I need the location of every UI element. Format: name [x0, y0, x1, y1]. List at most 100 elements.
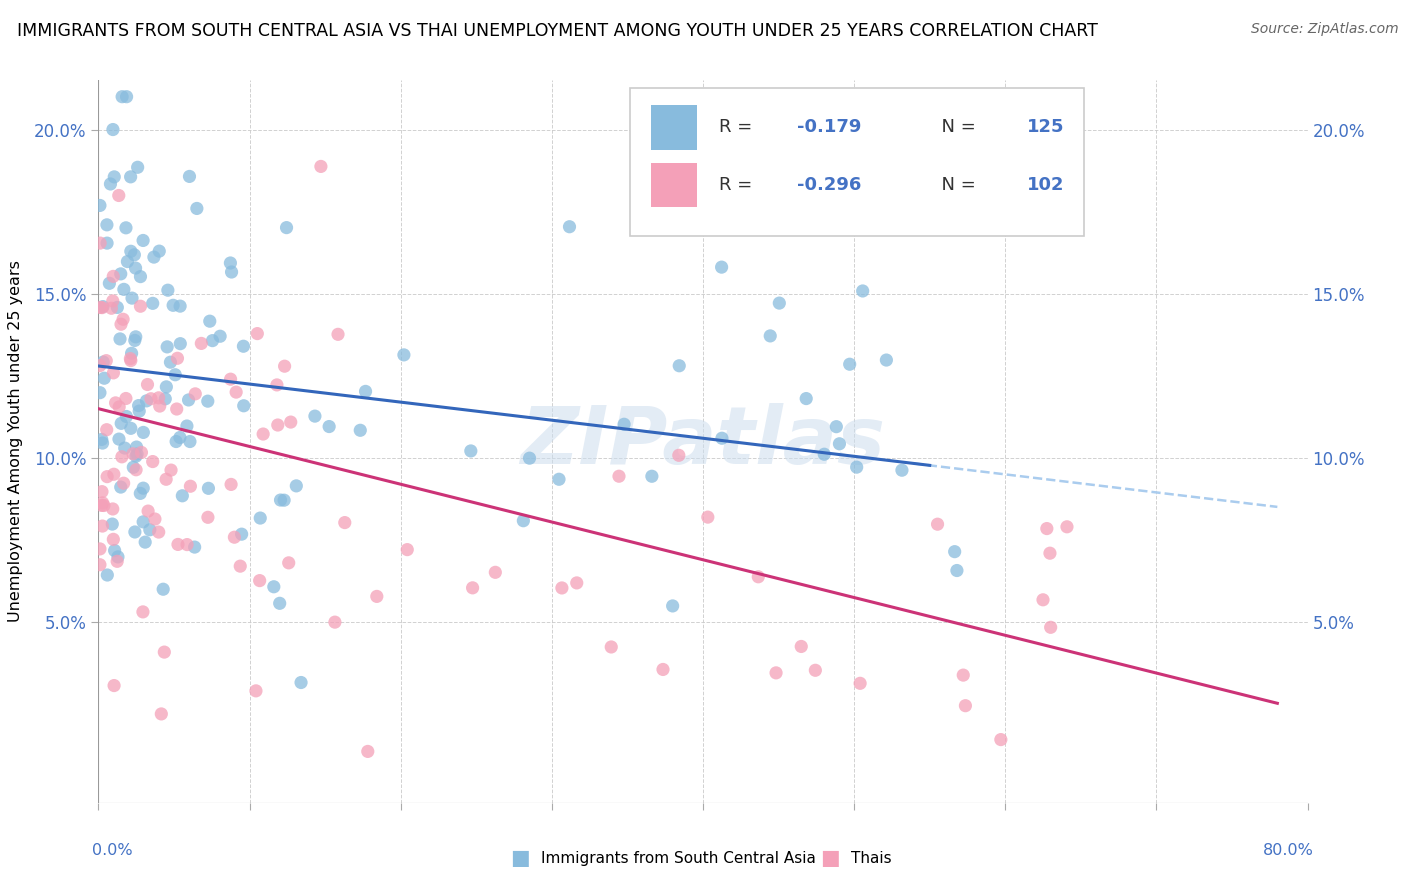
Point [696, 510, 718, 524]
Point [132, 425, 155, 440]
Point [139, 392, 162, 406]
Point [91, 436, 114, 450]
Point [269, 596, 291, 610]
Point [125, 440, 148, 454]
Text: 0.0%: 0.0% [93, 843, 134, 857]
Point [943, 544, 966, 558]
Point [96, 353, 118, 368]
Point [551, 581, 574, 595]
Point [165, 434, 187, 449]
Point [668, 359, 690, 373]
Point [1039, 546, 1062, 560]
Point [323, 615, 346, 629]
Point [176, 419, 198, 434]
Text: R =: R = [718, 119, 758, 136]
Point [249, 574, 271, 588]
Point [135, 393, 157, 408]
Point [600, 640, 623, 654]
Point [652, 663, 675, 677]
Point [129, 269, 152, 284]
Point [89, 385, 111, 400]
Point [304, 409, 326, 424]
Point [366, 590, 388, 604]
FancyBboxPatch shape [630, 87, 1084, 235]
Point [219, 372, 242, 386]
Point [333, 516, 356, 530]
Point [225, 385, 247, 400]
Point [129, 486, 152, 500]
Point [103, 679, 125, 693]
Point [232, 399, 254, 413]
Point [90, 499, 112, 513]
Point [273, 493, 295, 508]
Point [270, 493, 292, 508]
Text: Immigrants from South Central Asia: Immigrants from South Central Asia [541, 851, 817, 865]
Point [1039, 620, 1062, 634]
Point [122, 447, 145, 461]
Point [93, 499, 115, 513]
Point [125, 330, 148, 344]
Point [89, 359, 111, 373]
Point [96, 568, 118, 582]
Point [103, 533, 125, 547]
Point [155, 472, 177, 486]
Point [512, 514, 534, 528]
Point [89, 301, 111, 315]
Point [103, 269, 125, 284]
Point [159, 355, 181, 369]
Point [129, 299, 152, 313]
Point [117, 254, 139, 268]
Point [131, 445, 153, 459]
Point [166, 351, 188, 366]
Point [104, 396, 127, 410]
Point [115, 392, 138, 406]
Point [197, 481, 219, 495]
Point [280, 415, 302, 429]
Point [142, 250, 165, 264]
Text: ■: ■ [510, 848, 530, 868]
Point [112, 476, 135, 491]
Point [91, 355, 114, 369]
Point [112, 282, 135, 296]
Point [263, 580, 285, 594]
Point [219, 477, 242, 491]
Point [139, 523, 162, 537]
Point [125, 447, 148, 461]
Point [124, 524, 146, 539]
Point [172, 489, 194, 503]
Point [169, 430, 191, 444]
Point [661, 599, 683, 613]
Point [100, 301, 122, 316]
Point [219, 256, 242, 270]
Text: IMMIGRANTS FROM SOUTH CENTRAL ASIA VS THAI UNEMPLOYMENT AMONG YOUTH UNDER 25 YEA: IMMIGRANTS FROM SOUTH CENTRAL ASIA VS TH… [17, 22, 1098, 40]
Point [120, 353, 142, 368]
Point [162, 298, 184, 312]
Point [710, 431, 733, 445]
Point [804, 663, 827, 677]
Point [759, 329, 782, 343]
Point [143, 512, 166, 526]
Point [232, 339, 254, 353]
Point [136, 377, 159, 392]
Point [813, 447, 835, 461]
Point [169, 336, 191, 351]
Point [197, 394, 219, 409]
Point [179, 434, 201, 449]
Point [354, 384, 377, 399]
Point [101, 122, 124, 136]
Point [209, 329, 232, 343]
Point [148, 524, 170, 539]
Point [155, 392, 177, 406]
Y-axis label: Unemployment Among Youth under 25 years: Unemployment Among Youth under 25 years [8, 260, 22, 623]
Point [132, 481, 155, 495]
Point [105, 554, 128, 568]
Point [349, 423, 371, 437]
Point [955, 698, 977, 713]
Point [849, 676, 872, 690]
Point [825, 419, 848, 434]
Point [277, 556, 299, 570]
Point [460, 444, 482, 458]
Point [765, 665, 787, 680]
Point [165, 368, 187, 382]
Point [115, 89, 138, 103]
